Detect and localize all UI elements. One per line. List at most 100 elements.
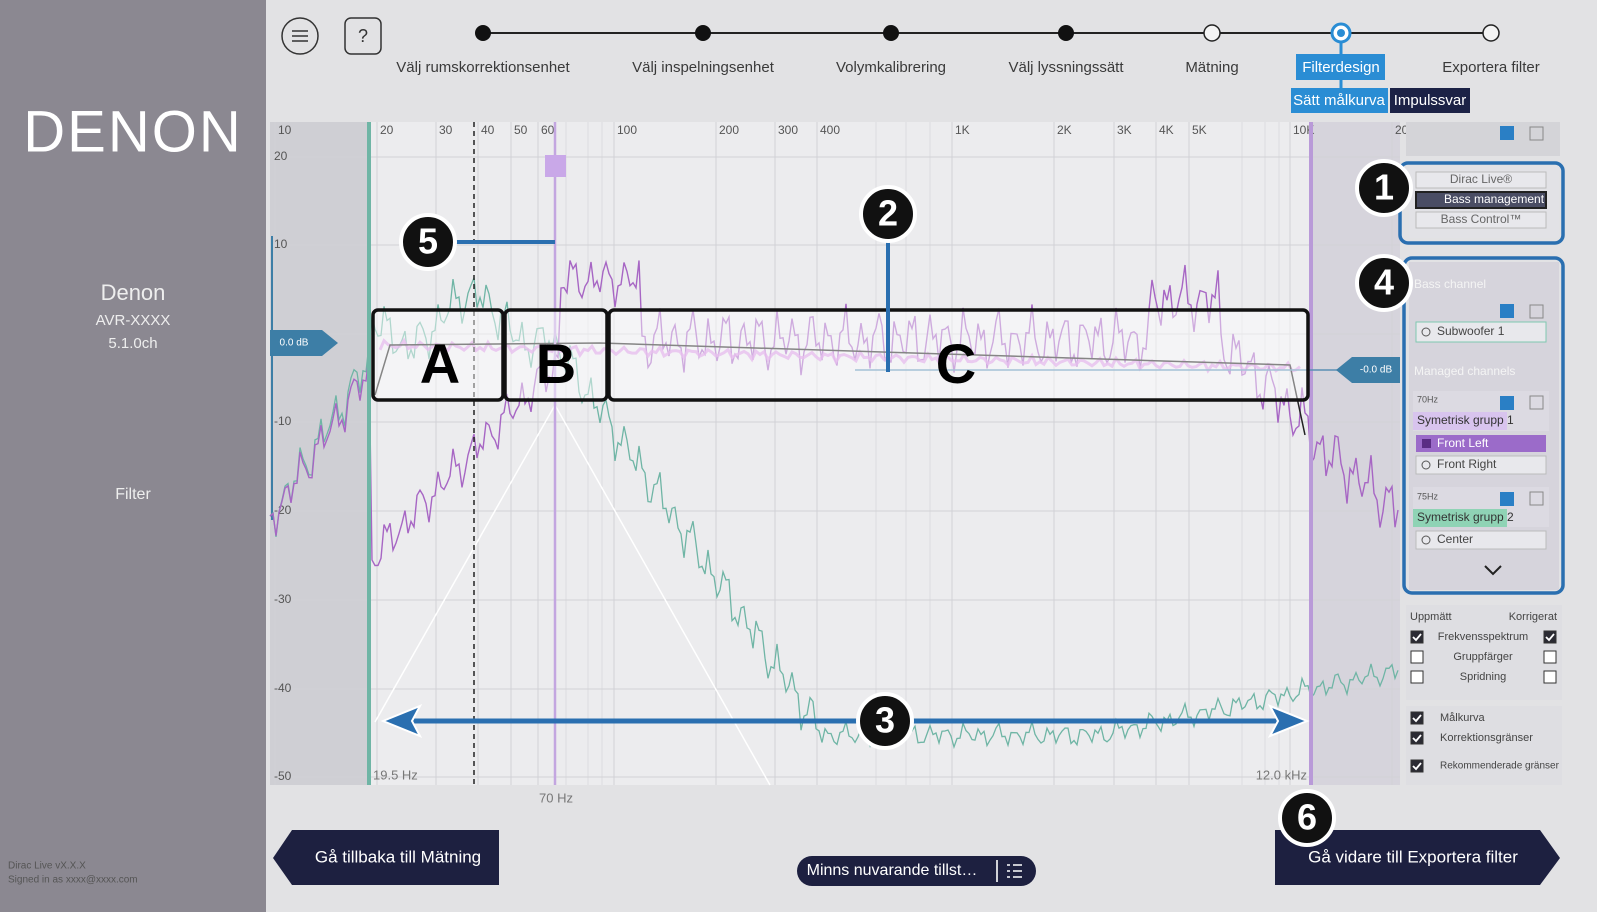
channel-row[interactable] [1415, 455, 1547, 475]
channel-row-active[interactable] [1416, 435, 1546, 452]
channel-dot [1421, 460, 1431, 470]
callout-circle [1355, 159, 1413, 217]
corrected-header: Korrigerat [1509, 611, 1557, 623]
group-label-bg [1413, 509, 1507, 527]
panel-icon[interactable] [1529, 304, 1544, 319]
step-dot-done[interactable] [883, 25, 899, 41]
mode-button[interactable] [1415, 171, 1547, 189]
channel-name: Front Right [1437, 457, 1497, 471]
panel-icon[interactable] [1500, 396, 1514, 410]
step-label[interactable]: Välj lyssningssätt [1008, 59, 1124, 76]
channel-row[interactable] [1415, 530, 1547, 550]
display-option-label: Spridning [1460, 671, 1506, 683]
step-label[interactable]: Volymkalibrering [836, 59, 946, 76]
checkmark [1412, 734, 1422, 743]
signed-in: Signed in as xxxx@xxxx.com [8, 875, 138, 886]
callouts: 1 2 3 4 5 6 [399, 159, 1413, 847]
remember-button[interactable] [797, 856, 1036, 886]
step-dot-done[interactable] [475, 25, 491, 41]
checkmark [1545, 633, 1555, 642]
mode-button-active[interactable] [1415, 191, 1547, 209]
checkbox[interactable] [1543, 630, 1557, 644]
step-dot[interactable] [1203, 24, 1221, 42]
x-tick-label: 10 [278, 123, 292, 137]
step-dot[interactable] [1482, 24, 1500, 42]
checkbox[interactable] [1410, 670, 1424, 684]
step-dot-done[interactable] [1058, 25, 1074, 41]
region-label: B [536, 332, 576, 395]
step-label-active[interactable]: Filterdesign [1302, 59, 1380, 76]
tab-label[interactable]: Sätt målkurva [1293, 92, 1385, 109]
x-tick-label: 20 [380, 123, 394, 137]
checkbox[interactable] [1410, 731, 1424, 745]
callout-number: 3 [875, 700, 895, 741]
callout-number: 4 [1374, 262, 1394, 303]
tab-label[interactable]: Impulssvar [1394, 92, 1467, 109]
region-label: C [936, 332, 976, 395]
mode-button[interactable] [1415, 211, 1547, 229]
back-label[interactable]: Gå tillbaka till Mätning [315, 847, 481, 866]
bass-header: Bass channel [1414, 277, 1486, 291]
callout-number: 1 [1374, 167, 1394, 208]
list-icon[interactable] [996, 860, 1022, 882]
channel-dot [1421, 535, 1431, 545]
checkbox[interactable] [1543, 670, 1557, 684]
callout-circle [1278, 789, 1336, 847]
next-label[interactable]: Gå vidare till Exportera filter [1308, 847, 1518, 866]
panel-header [1406, 122, 1560, 156]
channel-dot [1421, 327, 1431, 337]
step-dots [475, 22, 1500, 44]
next-button[interactable] [1275, 830, 1560, 885]
callout-number: 6 [1297, 797, 1317, 838]
crossover-handle[interactable] [545, 155, 566, 177]
step-label[interactable]: Mätning [1185, 59, 1238, 76]
checkbox[interactable] [1410, 630, 1424, 644]
step-label[interactable]: Välj inspelningsenhet [632, 59, 775, 76]
channel-row[interactable] [1415, 321, 1547, 343]
checkbox[interactable] [1410, 711, 1424, 725]
checkbox[interactable] [1410, 650, 1424, 664]
crossover-label: 70 Hz [539, 790, 573, 805]
mode-label: Dirac Live® [1450, 172, 1512, 186]
tab[interactable] [1390, 88, 1470, 113]
group-name: Symetrisk grupp 2 [1417, 510, 1514, 524]
panel-icon[interactable] [1529, 126, 1544, 141]
x-tick-label: 300 [778, 123, 798, 137]
remember-label[interactable]: Minns nuvarande tillst… [807, 862, 978, 879]
x-tick-label: 5K [1192, 123, 1207, 137]
help-button[interactable] [344, 17, 382, 55]
x-tick-label: 100 [617, 123, 637, 137]
panel-icon[interactable] [1500, 492, 1514, 506]
left-level-flag[interactable] [270, 330, 338, 356]
overlay-option-label: Korrektionsgränser [1440, 732, 1533, 744]
panel-icon[interactable] [1529, 491, 1544, 506]
checkbox[interactable] [1410, 759, 1424, 773]
sidebar [0, 0, 266, 912]
right-level-flag[interactable] [1336, 357, 1400, 383]
checkbox[interactable] [1543, 650, 1557, 664]
step-label[interactable]: Exportera filter [1442, 59, 1540, 76]
tab-active[interactable] [1291, 88, 1388, 113]
callout-frame [1402, 256, 1565, 595]
group-crossover: 75Hz [1417, 491, 1439, 501]
expand-chevron[interactable] [1484, 565, 1502, 576]
channel-config: 5.1.0ch [108, 335, 157, 352]
menu-button[interactable] [281, 17, 319, 55]
high-limit-label: 12.0 kHz [1256, 767, 1307, 782]
x-tick-label: 60 [541, 123, 555, 137]
checkmark [1412, 633, 1422, 642]
panel-icon[interactable] [1500, 126, 1514, 140]
callout-circle [856, 692, 914, 750]
step-dot-done[interactable] [695, 25, 711, 41]
back-button[interactable] [273, 830, 499, 885]
version: Dirac Live vX.X.X [8, 861, 86, 872]
y-tick-label: 20 [274, 149, 288, 163]
low-limit-label: 19.5 Hz [373, 767, 418, 782]
curves [269, 259, 1399, 786]
help-icon: ? [358, 26, 368, 46]
panel-icon[interactable] [1500, 304, 1514, 318]
channel-name: Center [1437, 532, 1473, 546]
panel-icon[interactable] [1529, 395, 1544, 410]
step-label[interactable]: Välj rumskorrektionsenhet [396, 59, 570, 76]
device-name: Denon [101, 280, 166, 305]
